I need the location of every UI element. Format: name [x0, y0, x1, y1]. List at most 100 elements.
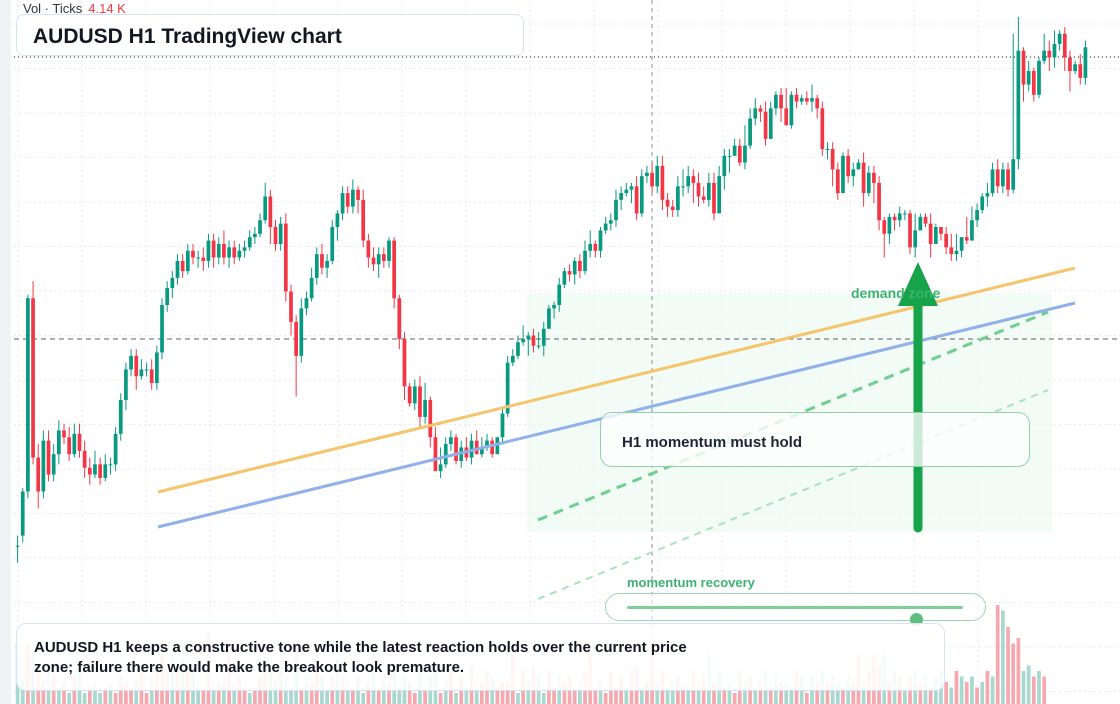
candle-body: [216, 243, 221, 258]
candle: [619, 186, 623, 211]
chart-title: AUDUSD H1 TradingView chart: [33, 25, 342, 48]
volume-bar: [964, 682, 969, 704]
candle-body: [547, 308, 551, 329]
volume-bar: [655, 682, 660, 704]
volume-bar: [103, 687, 108, 704]
candle: [77, 423, 82, 458]
candle: [108, 457, 113, 475]
candle-body: [1037, 60, 1041, 95]
volume-bar: [500, 682, 505, 704]
candle: [423, 382, 427, 424]
candle-body: [56, 430, 61, 455]
candle: [304, 291, 309, 316]
candle-body: [1068, 57, 1072, 72]
candle-body: [866, 172, 871, 194]
candle-body: [72, 433, 77, 455]
candle: [593, 240, 598, 258]
volume-bar: [273, 682, 278, 704]
candle: [289, 284, 293, 336]
slider-knob[interactable]: [909, 613, 923, 626]
candle: [216, 237, 221, 265]
candle: [56, 420, 61, 465]
candle: [93, 450, 97, 478]
volume-bar: [41, 682, 46, 704]
candle-body: [603, 223, 608, 231]
candle: [294, 315, 299, 397]
volume-bar: [93, 682, 97, 704]
candle-body: [784, 108, 789, 126]
candle-body: [36, 457, 41, 492]
candle: [351, 179, 355, 214]
candle: [1073, 60, 1077, 75]
candle-body: [608, 220, 613, 224]
candle: [268, 189, 273, 244]
candle: [155, 345, 159, 390]
candle: [299, 298, 304, 363]
candle-body: [856, 162, 861, 170]
candle: [722, 149, 727, 190]
candle-body: [253, 233, 257, 238]
candle: [578, 254, 582, 278]
volume-bar: [505, 682, 510, 704]
candle: [763, 101, 768, 146]
candle-body: [712, 182, 716, 214]
candle-body: [521, 338, 525, 343]
volume-bar: [407, 682, 412, 704]
candle-body: [939, 227, 943, 234]
volume-bar: [572, 687, 577, 704]
candle: [335, 210, 340, 241]
momentum-slider[interactable]: [605, 593, 986, 626]
analysis-note-box: AUDUSD H1 keeps a constructive tone whil…: [16, 623, 945, 691]
candle: [283, 213, 288, 302]
candle: [118, 393, 123, 441]
candle-body: [954, 250, 959, 255]
candle-body: [928, 223, 933, 244]
volume-bar: [995, 605, 1000, 704]
candle-body: [139, 369, 144, 377]
candle: [779, 87, 783, 122]
volume-bar: [722, 687, 727, 704]
candle: [510, 349, 515, 367]
candle: [918, 213, 923, 231]
candle-body: [820, 108, 825, 150]
candle-body: [892, 216, 897, 221]
candle: [1037, 57, 1041, 99]
volume-bar: [681, 687, 685, 704]
candle-body: [428, 399, 433, 438]
candle-body: [263, 196, 268, 221]
candle-body: [944, 233, 948, 248]
candle-body: [882, 220, 887, 234]
candle-body: [696, 182, 701, 197]
candle-body: [552, 305, 556, 309]
volume-bar: [351, 687, 355, 704]
candle-body: [779, 94, 783, 109]
candle-body: [846, 155, 850, 177]
candle-body: [614, 199, 618, 221]
candle: [990, 162, 995, 197]
candle-body: [1001, 169, 1005, 187]
volume-bar: [541, 693, 546, 704]
candle: [407, 382, 412, 407]
candle-body: [93, 464, 97, 475]
candle: [732, 138, 737, 156]
volume-bar: [753, 687, 758, 704]
candle: [387, 237, 391, 268]
candle: [160, 298, 164, 360]
candle: [975, 203, 979, 228]
candle: [536, 332, 541, 350]
candle-body: [505, 362, 510, 414]
candle-body: [330, 227, 335, 261]
candle: [701, 186, 706, 204]
volume-bar: [887, 682, 892, 704]
candle: [149, 359, 154, 390]
candle-body: [283, 223, 288, 292]
candle: [562, 267, 567, 289]
candle: [443, 437, 448, 468]
candle-body: [77, 433, 82, 451]
slider-track[interactable]: [627, 606, 963, 626]
candle: [397, 294, 402, 350]
candle-body: [995, 169, 1000, 187]
candle-body: [629, 186, 634, 190]
volume-bar: [454, 693, 458, 704]
candle-body: [242, 247, 247, 251]
